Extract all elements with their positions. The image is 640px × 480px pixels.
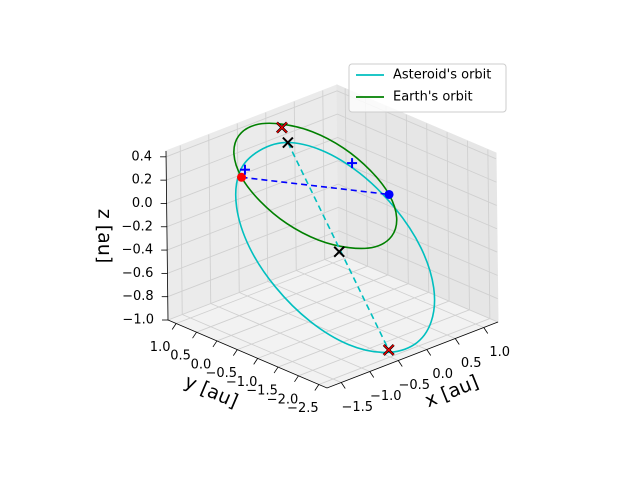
grid-line	[165, 90, 497, 160]
x-tick-label: 1.0	[489, 345, 510, 360]
grid-line	[166, 136, 497, 206]
marker	[282, 136, 294, 149]
x-tick	[369, 371, 375, 378]
marker	[347, 158, 358, 169]
x-tick	[340, 382, 346, 389]
z-axis-label: z [au]	[94, 209, 116, 264]
x-tick	[397, 360, 403, 367]
x-tick-label: 0.5	[461, 356, 482, 371]
axes: −1.5−1.0−0.50.00.51.01.00.50.0−0.5−1.0−1…	[121, 149, 510, 416]
x-tick	[426, 349, 432, 356]
marker	[382, 344, 395, 356]
series-line	[233, 122, 398, 250]
z-tick-label: 0.4	[131, 149, 152, 164]
legend-box	[348, 63, 507, 113]
y-tick	[232, 349, 238, 356]
y-tick-label: −2.5	[287, 401, 319, 416]
marker-stroke	[282, 136, 294, 149]
y-tick-label: −1.5	[246, 384, 278, 399]
grid-line	[167, 230, 498, 300]
z-tick-label: 0.0	[132, 196, 153, 211]
z-tick-label: −0.8	[122, 289, 154, 304]
y-tick	[314, 384, 320, 391]
series-line	[241, 176, 390, 196]
grid-line	[167, 253, 499, 323]
plot-area	[233, 121, 436, 356]
z-tick-label: −1.0	[122, 313, 154, 328]
marker	[237, 172, 247, 182]
grid-line	[166, 113, 497, 183]
legend: Asteroid's orbit Earth's orbit	[348, 63, 507, 113]
axis-edges	[165, 150, 499, 389]
z-tick-label: −0.4	[122, 243, 154, 258]
z-tick-label: 0.2	[132, 173, 153, 188]
y-tick-label: −2.0	[267, 392, 299, 407]
legend-label: Asteroid's orbit	[393, 68, 491, 83]
y-tick-label: −1.0	[226, 375, 258, 390]
marker	[239, 164, 250, 175]
legend-label: Earth's orbit	[393, 90, 473, 105]
z-tick-label: −0.2	[121, 219, 153, 234]
z-tick-label: −0.6	[122, 266, 154, 281]
x-tick-label: −0.5	[398, 378, 430, 393]
series-line	[287, 142, 390, 351]
marker	[275, 121, 288, 134]
y-tick-label: 0.0	[191, 357, 212, 372]
y-tick	[212, 340, 218, 348]
marker-stroke	[276, 122, 288, 133]
y-tick-label: −0.5	[206, 366, 238, 381]
x-tick-label: −1.5	[341, 400, 373, 415]
y-tick-label: 1.0	[150, 340, 171, 355]
x-tick	[483, 327, 489, 334]
y-tick	[273, 366, 279, 374]
y-tick	[294, 375, 299, 383]
marker-stroke	[383, 344, 395, 356]
grid-line	[166, 160, 498, 230]
x-tick-label: 0.0	[432, 367, 453, 382]
marker	[333, 246, 345, 258]
y-tick	[171, 323, 177, 330]
y-tick	[253, 358, 259, 365]
grid-line	[167, 206, 498, 276]
grid-line	[167, 183, 498, 253]
x-tick-label: −1.0	[370, 389, 402, 404]
y-tick-label: 0.5	[170, 349, 191, 364]
y-tick	[192, 331, 197, 339]
grid	[165, 88, 499, 385]
marker	[384, 189, 394, 199]
x-tick	[454, 338, 460, 345]
marker-stroke	[333, 246, 345, 258]
